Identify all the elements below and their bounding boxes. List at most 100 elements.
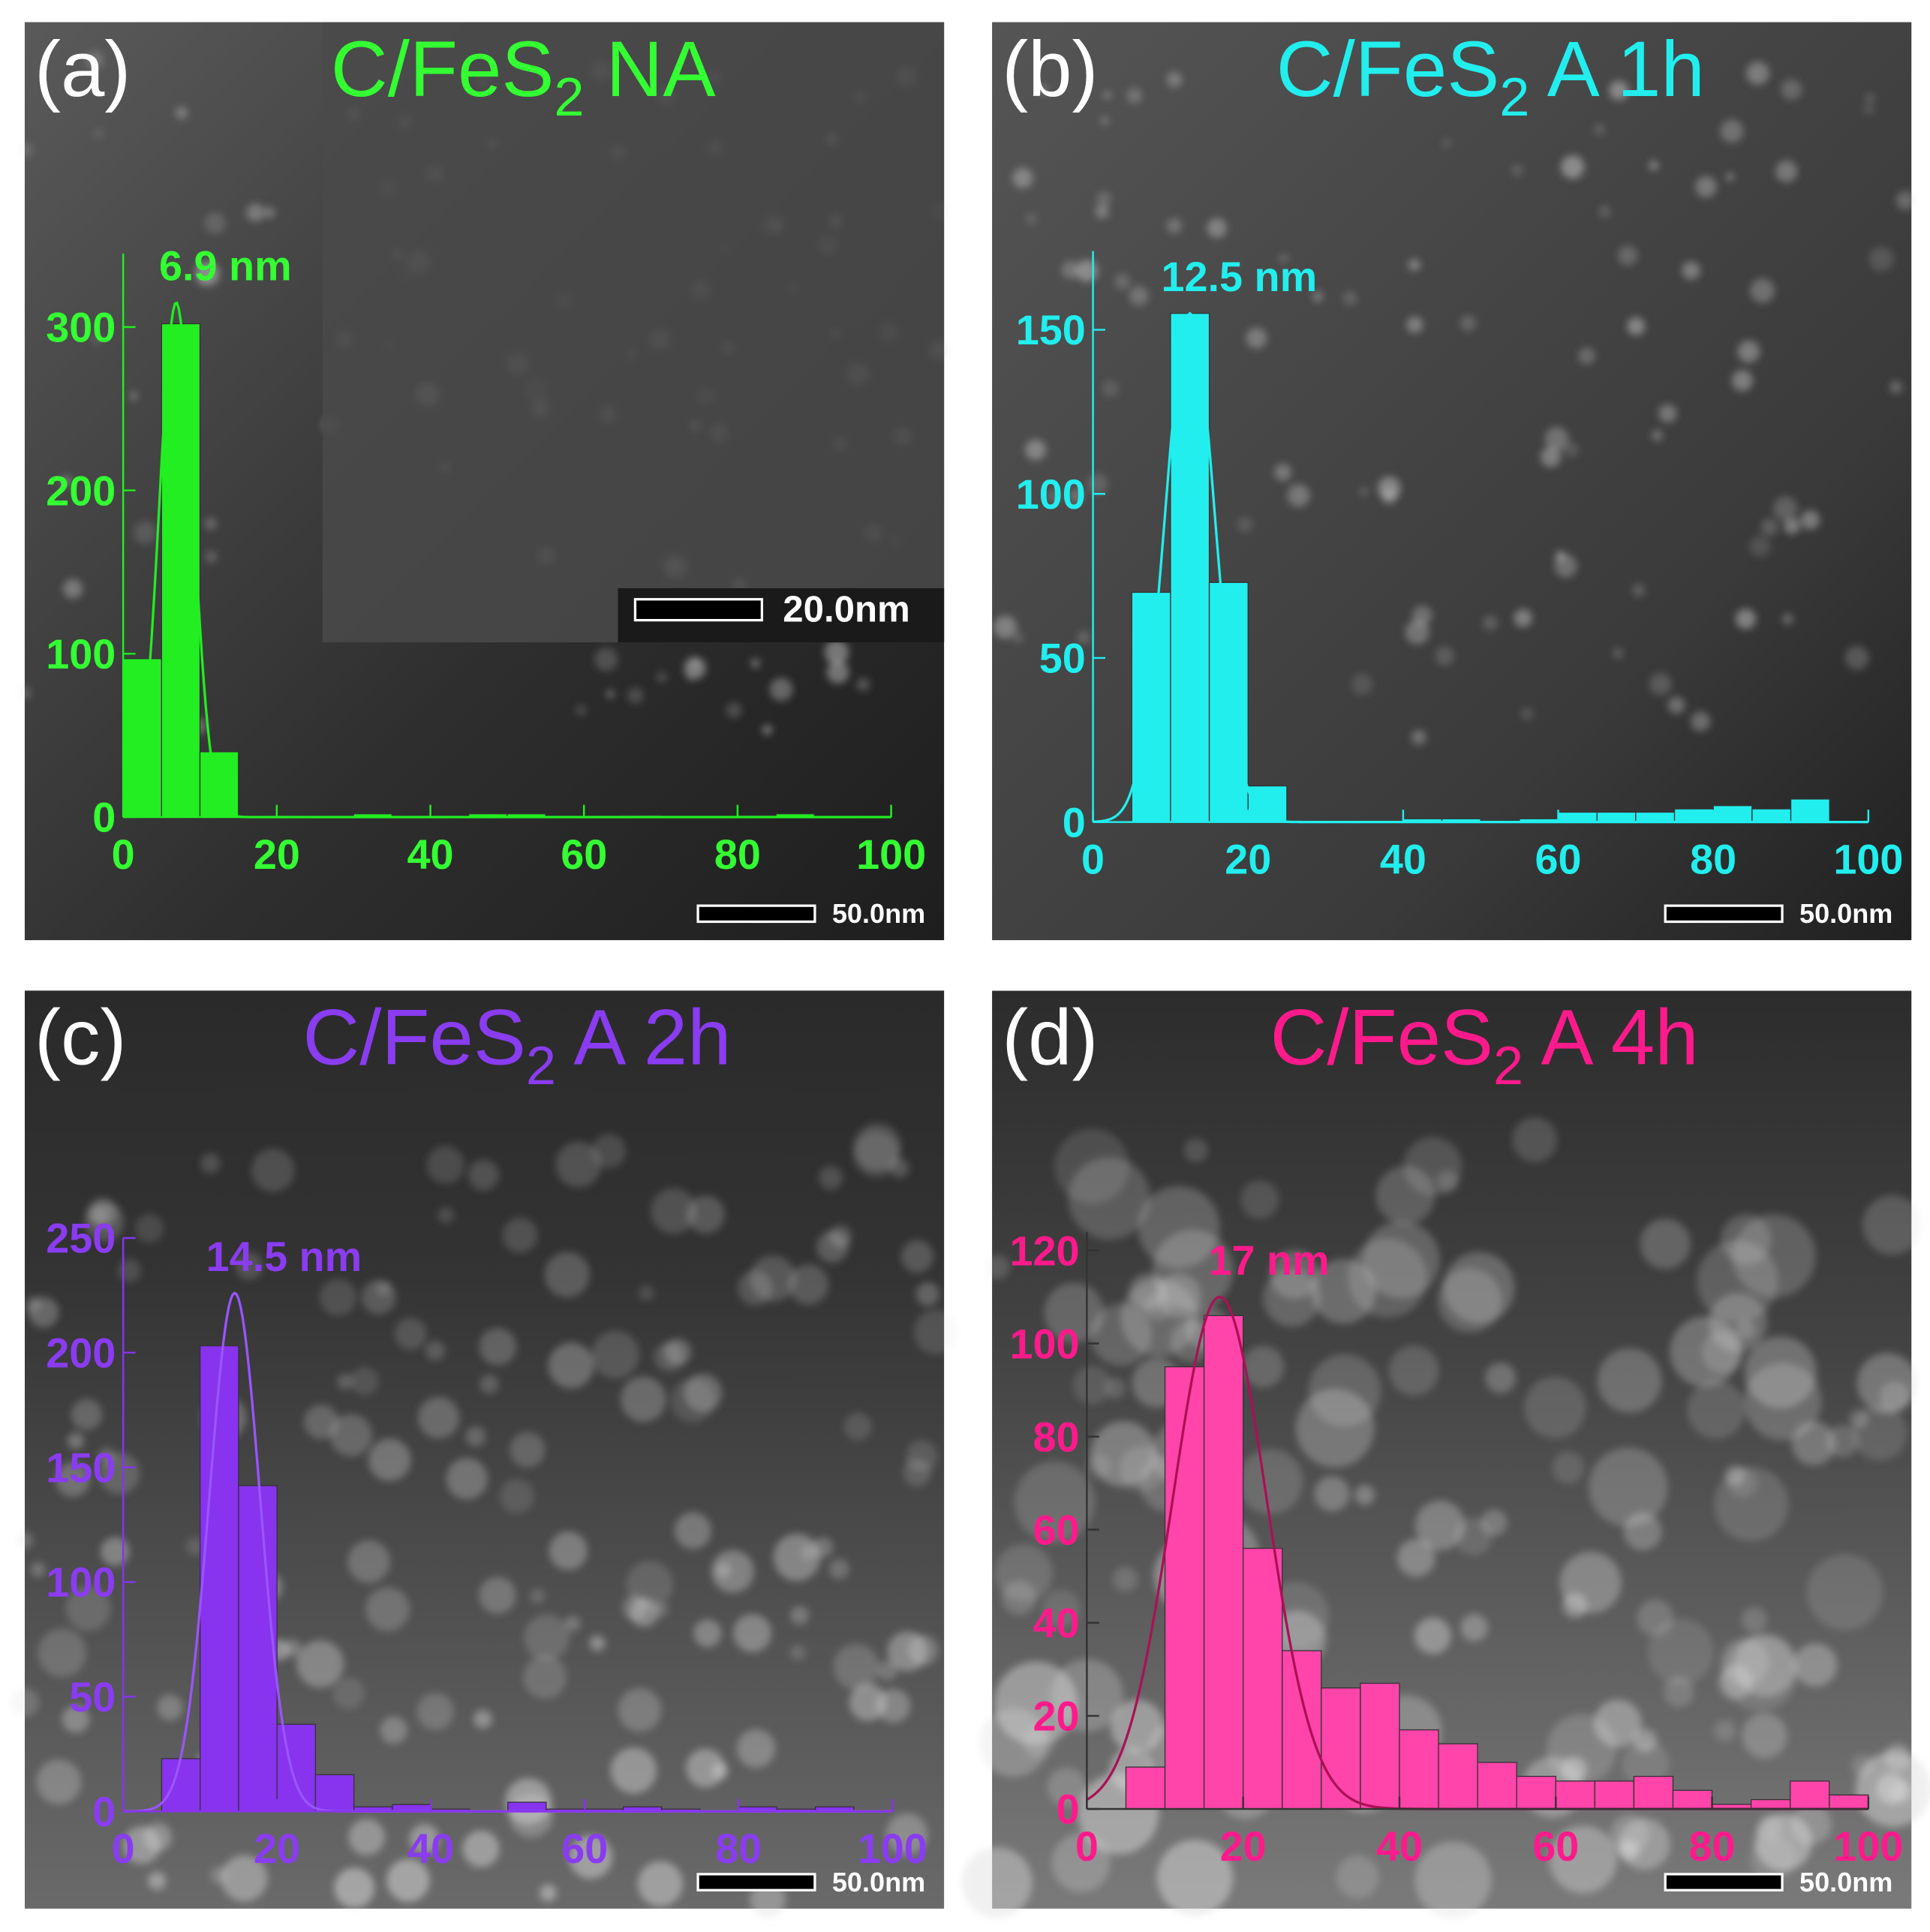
particle	[726, 702, 742, 719]
particle	[1166, 71, 1183, 88]
particle	[813, 1537, 834, 1558]
histogram-bar	[1360, 1682, 1400, 1810]
particle	[750, 1255, 796, 1302]
particle	[1749, 536, 1771, 557]
particle	[684, 657, 706, 680]
histogram-bar	[1170, 313, 1210, 823]
particle	[1667, 696, 1685, 714]
particle	[467, 1159, 500, 1191]
particle	[1485, 1362, 1517, 1393]
particle	[826, 660, 849, 684]
histogram-bar	[1164, 1366, 1205, 1810]
particle	[1354, 1485, 1375, 1506]
particle	[1388, 1345, 1439, 1396]
panel-title: C/FeS2 A 2h	[302, 994, 731, 1096]
x-tick-label: 100	[1833, 836, 1903, 882]
particle	[1405, 620, 1429, 645]
particle	[687, 1195, 725, 1234]
particle	[1460, 315, 1476, 332]
particle	[1378, 476, 1401, 500]
particle	[502, 1218, 538, 1253]
particle	[1647, 1618, 1714, 1685]
particle	[656, 672, 667, 683]
particle	[416, 1693, 454, 1730]
particle	[235, 1251, 263, 1280]
histogram-bar	[1751, 808, 1792, 823]
histogram-bar	[1399, 1729, 1439, 1810]
particle	[1274, 464, 1292, 482]
particle	[296, 1640, 344, 1688]
particle	[1103, 91, 1111, 99]
particle	[1314, 1476, 1350, 1512]
particle	[843, 1412, 872, 1441]
particle	[368, 1438, 411, 1481]
particle	[907, 1634, 939, 1666]
particle	[61, 475, 73, 487]
particle	[1895, 191, 1915, 210]
particle	[1884, 1744, 1912, 1771]
particle	[1237, 516, 1253, 533]
scale-label: 50.0nm	[832, 898, 925, 929]
particle	[500, 1479, 534, 1513]
particle	[473, 1710, 492, 1729]
histogram-bar	[1829, 1794, 1869, 1810]
particle	[1072, 1366, 1112, 1405]
particle	[1442, 138, 1451, 148]
micrograph	[24, 990, 945, 1909]
y-tick-label: 0	[92, 795, 116, 841]
particle	[1555, 551, 1566, 561]
particle	[1051, 1833, 1111, 1892]
particle	[195, 261, 220, 287]
particle	[913, 1309, 958, 1354]
particle	[63, 578, 83, 599]
particle	[437, 1207, 455, 1224]
x-tick-label: 60	[561, 1825, 608, 1872]
particle	[350, 1367, 379, 1396]
particle	[1287, 484, 1310, 507]
title-part: C/FeS	[1276, 26, 1499, 113]
particle	[143, 1822, 173, 1852]
x-tick-label: 60	[1532, 1823, 1579, 1870]
particle	[1663, 1676, 1694, 1708]
histogram-bar	[1477, 1762, 1517, 1810]
particle	[1481, 1509, 1508, 1536]
particle	[549, 1531, 588, 1570]
histogram-bar	[1131, 591, 1171, 823]
particle	[664, 1338, 692, 1366]
particle	[1482, 615, 1498, 631]
title-part: 2	[1493, 1036, 1523, 1096]
histogram-bar	[314, 1774, 355, 1812]
particle	[1722, 1636, 1798, 1711]
particle	[1561, 155, 1585, 179]
particle	[903, 1458, 931, 1487]
particle	[591, 1134, 627, 1168]
y-tick-label: 80	[1033, 1414, 1080, 1460]
particle	[1100, 116, 1109, 125]
particle	[1044, 1282, 1105, 1343]
particle	[1741, 1606, 1767, 1633]
x-tick-label: 0	[1075, 1823, 1099, 1870]
scale-label: 50.0nm	[832, 1867, 925, 1897]
particle	[900, 1239, 934, 1273]
histogram-bar	[1321, 1687, 1361, 1810]
particle	[674, 1512, 711, 1549]
histogram-bar	[1790, 798, 1830, 823]
particle	[1627, 317, 1646, 335]
panel-title: C/FeS2 A 4h	[1270, 994, 1699, 1096]
inset-image	[322, 22, 945, 643]
particle	[789, 1645, 806, 1660]
particle	[246, 203, 265, 222]
particle	[1791, 1421, 1836, 1465]
particle	[1594, 124, 1605, 135]
particle	[1735, 1319, 1756, 1340]
particle	[1126, 88, 1143, 104]
particle	[204, 518, 217, 530]
particle	[1514, 608, 1532, 627]
particle	[1549, 1825, 1617, 1894]
title-part: A 1h	[1529, 26, 1704, 113]
particle	[1524, 1376, 1586, 1438]
x-tick-label: 80	[714, 831, 761, 878]
particle	[426, 1146, 464, 1184]
histogram-bar	[1125, 1766, 1166, 1810]
particle	[19, 143, 34, 158]
